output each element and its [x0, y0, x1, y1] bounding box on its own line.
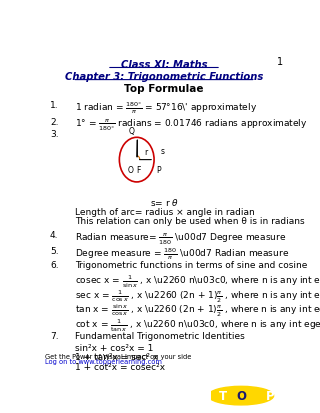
Text: 5.: 5.: [50, 246, 59, 255]
Circle shape: [208, 387, 274, 405]
Text: 2.: 2.: [50, 118, 59, 127]
Text: O: O: [236, 389, 246, 402]
Text: 6.: 6.: [50, 261, 59, 270]
Text: Get the Power of Visual Impact on your side: Get the Power of Visual Impact on your s…: [45, 353, 191, 358]
Text: 1.: 1.: [50, 100, 59, 109]
Text: 1 radian = $\frac{180°}{\pi}$ = 57°16\' approximately: 1 radian = $\frac{180°}{\pi}$ = 57°16\' …: [75, 100, 257, 116]
Text: Length of arc= radius × angle in radian: Length of arc= radius × angle in radian: [75, 207, 254, 216]
Text: 7.: 7.: [50, 331, 59, 340]
Text: 3.: 3.: [50, 130, 59, 139]
Text: Radian measure= $\frac{\pi}{180}$ \u00d7 Degree measure: Radian measure= $\frac{\pi}{180}$ \u00d7…: [75, 231, 286, 246]
Text: P: P: [156, 166, 161, 175]
Text: cosec x = $\frac{1}{\sin x}$ , x \u2260 n\u03c0, where n is any int eger: cosec x = $\frac{1}{\sin x}$ , x \u2260 …: [75, 273, 320, 290]
Text: s: s: [160, 147, 164, 156]
Text: Q: Q: [128, 126, 134, 135]
Text: O: O: [128, 166, 133, 175]
Text: Log on to www.topperlearning.com: Log on to www.topperlearning.com: [45, 358, 162, 364]
Text: 1° = $\frac{\pi}{180°}$ radians = 0.01746 radians approximately: 1° = $\frac{\pi}{180°}$ radians = 0.0174…: [75, 118, 307, 133]
Text: Class XI: Maths: Class XI: Maths: [121, 60, 207, 70]
Text: T: T: [219, 389, 227, 402]
Text: PPER: PPER: [266, 389, 300, 402]
Text: sec x = $\frac{1}{\cos x}$ , x \u2260 (2n + 1)$\frac{\pi}{2}$ , where n is any i: sec x = $\frac{1}{\cos x}$ , x \u2260 (2…: [75, 287, 320, 304]
Text: sin²x + cos²x = 1: sin²x + cos²x = 1: [75, 343, 153, 352]
Text: 1 + tan²x = sec² x: 1 + tan²x = sec² x: [75, 352, 158, 361]
Text: Fundamental Trigonometric Identities: Fundamental Trigonometric Identities: [75, 331, 244, 340]
Text: 4.: 4.: [50, 231, 59, 240]
Text: Degree measure = $\frac{180}{\pi}$ \u00d7 Radian measure: Degree measure = $\frac{180}{\pi}$ \u00d…: [75, 246, 289, 261]
Text: r: r: [144, 147, 147, 157]
Text: Trigonometric functions in terms of sine and cosine: Trigonometric functions in terms of sine…: [75, 261, 307, 270]
Text: 1: 1: [277, 57, 283, 66]
Text: s= r $\theta$: s= r $\theta$: [149, 197, 179, 208]
Text: F: F: [136, 166, 141, 175]
Text: tan x = $\frac{\sin x}{\cos x}$ , x \u2260 (2n + 1)$\frac{\pi}{2}$ , where n is : tan x = $\frac{\sin x}{\cos x}$ , x \u22…: [75, 302, 320, 319]
Text: 1 + cot²x = cosec²x: 1 + cot²x = cosec²x: [75, 362, 165, 371]
Text: This relation can only be used when θ is in radians: This relation can only be used when θ is…: [75, 217, 304, 226]
Text: Chapter 3: Trigonometric Functions: Chapter 3: Trigonometric Functions: [65, 72, 263, 82]
Text: cot x = $\frac{1}{\tan x}$ , x \u2260 n\u03c0, where n is any int eger: cot x = $\frac{1}{\tan x}$ , x \u2260 n\…: [75, 317, 320, 333]
Text: Top Formulae: Top Formulae: [124, 84, 204, 94]
